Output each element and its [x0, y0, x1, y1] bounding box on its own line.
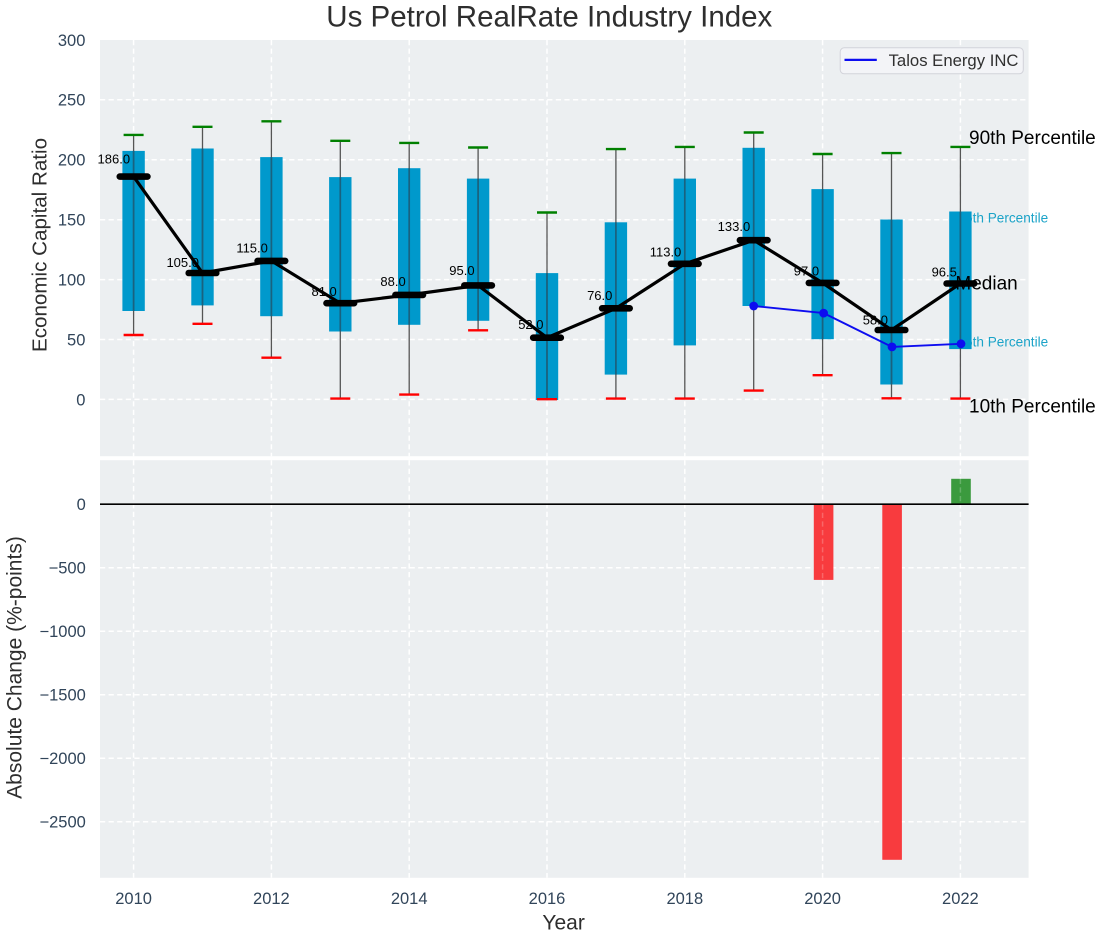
- svg-text:Median: Median: [955, 273, 1017, 294]
- svg-text:−2000: −2000: [39, 750, 85, 768]
- svg-text:115.0: 115.0: [236, 241, 268, 256]
- svg-text:150: 150: [58, 212, 86, 230]
- svg-text:105.0: 105.0: [166, 255, 199, 270]
- svg-text:−1000: −1000: [39, 623, 85, 641]
- svg-text:300: 300: [58, 32, 86, 50]
- svg-text:Us Petrol RealRate Industry In: Us Petrol RealRate Industry Index: [326, 1, 772, 34]
- svg-text:2022: 2022: [942, 890, 979, 908]
- svg-text:2016: 2016: [529, 890, 566, 908]
- svg-text:200: 200: [58, 152, 86, 170]
- svg-text:Year: Year: [542, 911, 584, 934]
- svg-text:0: 0: [77, 496, 86, 514]
- svg-text:96.5: 96.5: [932, 264, 957, 279]
- svg-text:2010: 2010: [115, 890, 152, 908]
- svg-text:Talos Energy INC: Talos Energy INC: [889, 51, 1019, 70]
- svg-text:2018: 2018: [666, 890, 703, 908]
- svg-text:81.0: 81.0: [311, 284, 336, 299]
- svg-text:−2500: −2500: [39, 814, 85, 832]
- svg-text:2014: 2014: [391, 890, 428, 908]
- svg-text:2012: 2012: [253, 890, 290, 908]
- svg-text:52.0: 52.0: [518, 317, 543, 332]
- svg-text:Economic Capital Ratio: Economic Capital Ratio: [28, 138, 51, 352]
- svg-text:250: 250: [58, 92, 86, 110]
- svg-text:95.0: 95.0: [449, 263, 474, 278]
- svg-text:88.0: 88.0: [380, 274, 405, 289]
- svg-text:2020: 2020: [804, 890, 841, 908]
- svg-text:10th Percentile: 10th Percentile: [969, 396, 1096, 417]
- svg-text:58.0: 58.0: [863, 313, 888, 328]
- svg-text:25th Percentile: 25th Percentile: [958, 335, 1049, 350]
- svg-text:90th Percentile: 90th Percentile: [969, 128, 1096, 149]
- svg-text:50: 50: [67, 331, 85, 349]
- svg-text:97.0: 97.0: [794, 263, 819, 278]
- svg-text:−1500: −1500: [39, 687, 85, 705]
- svg-text:−500: −500: [49, 560, 86, 578]
- svg-text:133.0: 133.0: [718, 219, 751, 234]
- svg-text:186.0: 186.0: [98, 151, 131, 166]
- svg-text:75th Percentile: 75th Percentile: [958, 210, 1049, 225]
- svg-text:0: 0: [76, 391, 85, 409]
- svg-text:76.0: 76.0: [587, 288, 612, 303]
- svg-text:113.0: 113.0: [650, 244, 682, 259]
- svg-text:100: 100: [58, 272, 86, 290]
- svg-text:Absolute Change (%-points): Absolute Change (%-points): [3, 536, 26, 799]
